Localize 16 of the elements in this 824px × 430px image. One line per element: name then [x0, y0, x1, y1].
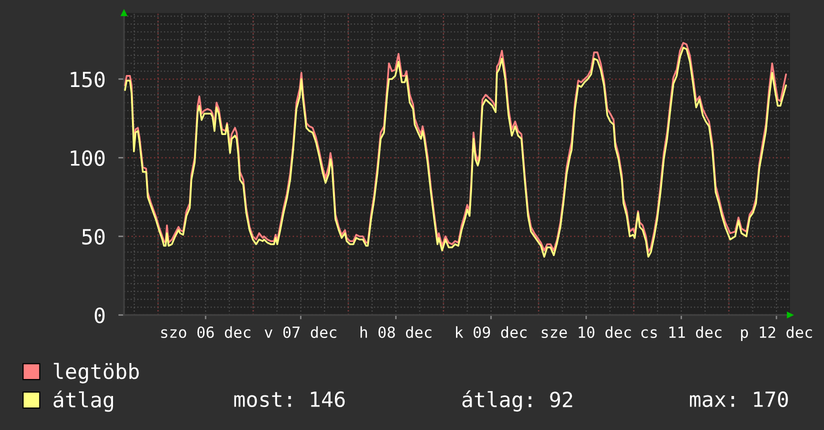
y-tick-label: 150 [70, 72, 105, 88]
x-tick-label: h 08 dec [360, 326, 432, 338]
legend-label: átlag [54, 390, 114, 412]
x-tick-label: k 09 dec [456, 326, 527, 338]
x-tick-label: sze 10 dec [542, 326, 631, 338]
y-tick-label: 0 [94, 308, 105, 324]
text: most: 146 [234, 391, 345, 408]
legend-label: legtöbb [54, 362, 139, 384]
x-tick-label: cs 11 dec [641, 326, 722, 338]
y-tick-label: 100 [70, 150, 105, 166]
x-tick-label: v 07 dec [264, 326, 336, 338]
x-tick-label: szo 06 dec [161, 326, 250, 338]
text: átlag: 92 [462, 390, 572, 412]
x-tick-label: p 12 dec [741, 326, 812, 341]
y-tick-label: 50 [82, 228, 105, 245]
text: max: 170 [690, 391, 788, 408]
